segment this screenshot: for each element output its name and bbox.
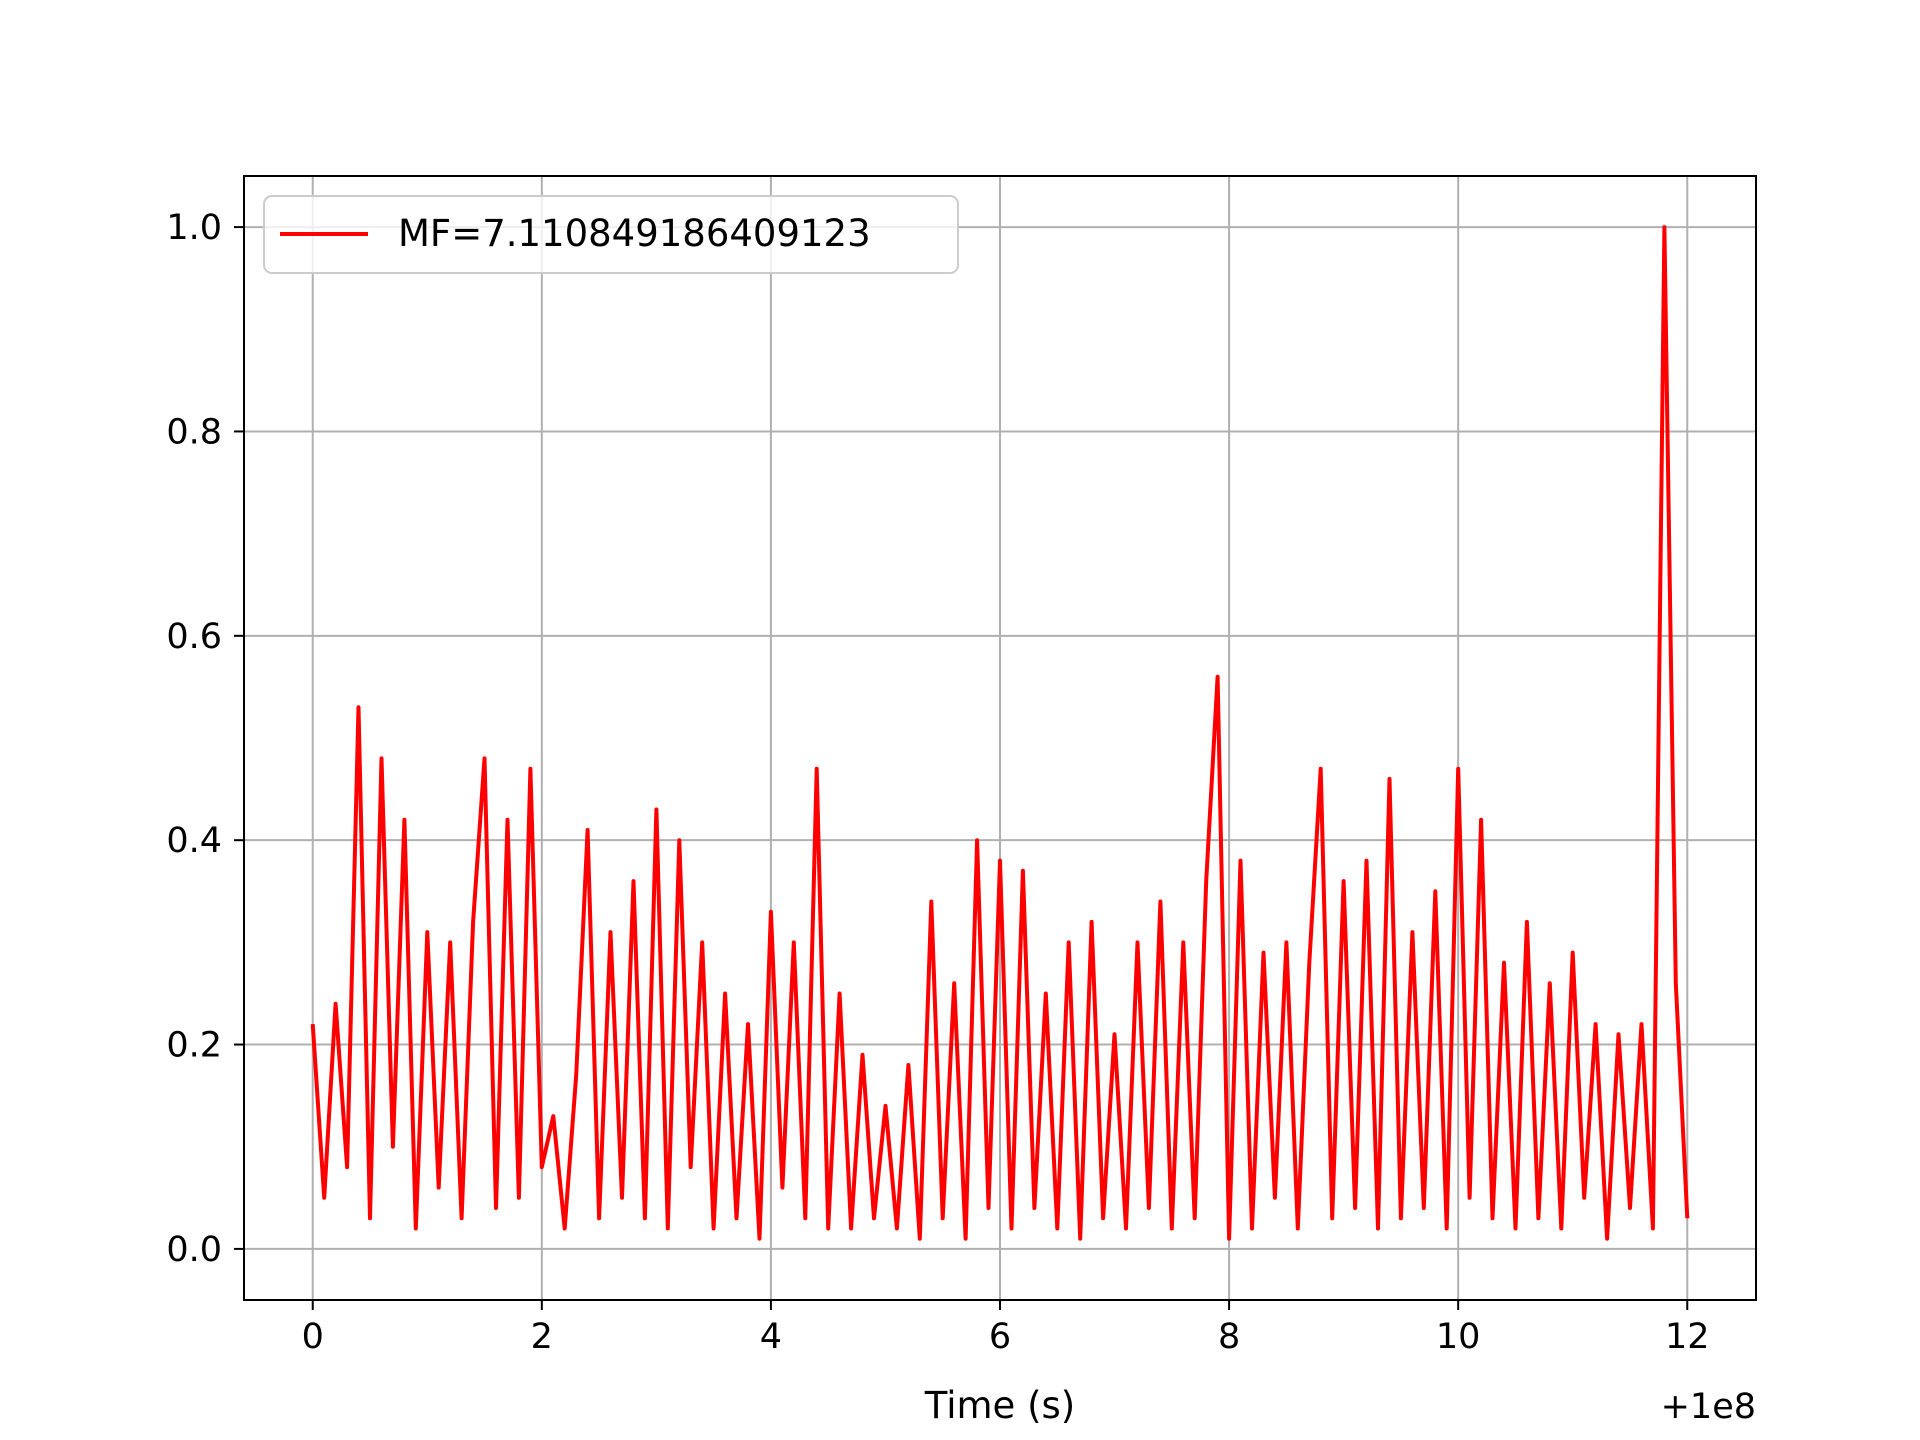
x-tick-label: 12 [1665,1317,1710,1357]
series-line [310,225,1690,1241]
x-tick-label: 4 [760,1317,782,1357]
x-tick-label: 2 [531,1317,553,1357]
y-tick-label: 0.4 [166,821,222,861]
y-tick-label: 0.6 [166,617,222,657]
legend-box [263,195,959,274]
x-tick-label: 6 [989,1317,1011,1357]
y-tick-label: 0.8 [166,412,222,452]
x-offset-label: +1e8 [1661,1387,1756,1427]
plot-area: 0 2 4 6 8 10 12 0.0 0.2 0.4 0.6 0.8 1.0 Time (s) +1e8 M… [166,175,1757,1427]
x-tick-label: 0 [302,1317,324,1357]
y-tick-label: 0.0 [166,1230,222,1270]
legend-label: MF=7.110849186409123 [398,212,871,255]
x-tick-label: 10 [1436,1317,1481,1357]
x-axis-label: Time (s) [924,1384,1075,1427]
y-tick-label: 1.0 [166,208,222,248]
x-tick-label: 8 [1218,1317,1240,1357]
y-tick-label: 0.2 [166,1026,222,1066]
